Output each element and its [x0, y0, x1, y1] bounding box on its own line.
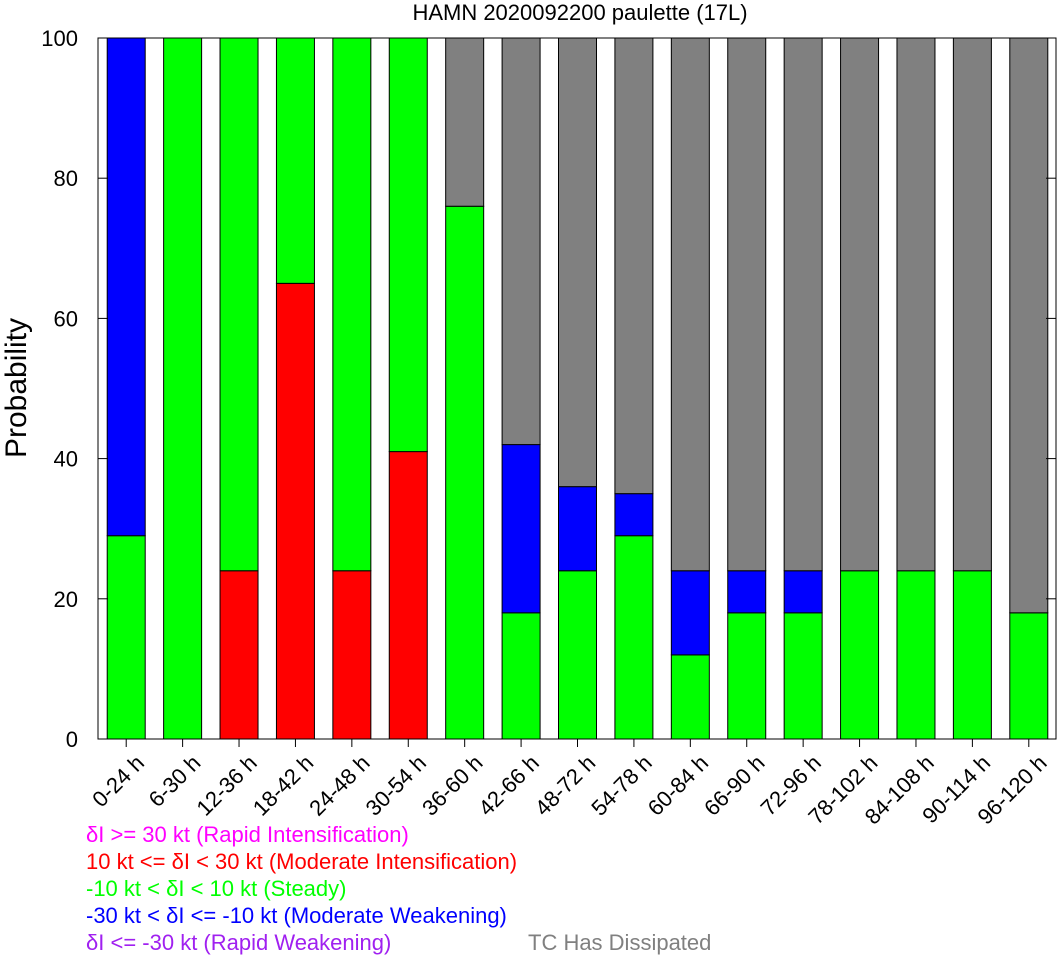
- bar-mw-0: [106, 37, 146, 537]
- bar-mi-3: [275, 282, 315, 740]
- y-tick-label-20: 20: [54, 587, 78, 612]
- bar-steady-3: [275, 37, 315, 284]
- bar-steady-10: [670, 654, 710, 740]
- x-tick-label-10: 60-84 h: [643, 750, 713, 820]
- bar-steady-12: [783, 612, 823, 740]
- x-tick-label-8: 48-72 h: [530, 750, 600, 820]
- bar-steady-11: [727, 612, 767, 740]
- bar-dissipated-12: [783, 37, 823, 572]
- legend-entry-3: -30 kt < δI <= -10 kt (Moderate Weakenin…: [86, 903, 507, 928]
- bar-steady-14: [896, 570, 936, 740]
- legend-entry-4: δI <= -30 kt (Rapid Weakening): [86, 930, 392, 955]
- bar-dissipated-9: [614, 37, 654, 495]
- x-tick-label-7: 42-66 h: [473, 750, 543, 820]
- bar-steady-5: [388, 37, 428, 453]
- bar-dissipated-16: [1009, 37, 1049, 614]
- bar-dissipated-10: [670, 37, 710, 572]
- x-tick-label-4: 24-48 h: [304, 750, 374, 820]
- x-tick-label-6: 36-60 h: [417, 750, 487, 820]
- y-tick-labels: 0 20 40 60 80 100: [41, 26, 78, 752]
- bar-dissipated-11: [727, 37, 767, 572]
- legend-entry-1: 10 kt <= δI < 30 kt (Moderate Intensific…: [86, 849, 518, 874]
- bar-dissipated-14: [896, 37, 936, 572]
- bar-steady-7: [501, 612, 541, 740]
- bars-group: [106, 37, 1049, 740]
- y-tick-label-80: 80: [54, 166, 78, 191]
- bar-steady-0: [106, 535, 146, 740]
- bar-steady-15: [952, 570, 992, 740]
- legend-dissipated: TC Has Dissipated: [528, 930, 712, 955]
- legend-entry-2: -10 kt < δI < 10 kt (Steady): [86, 876, 347, 901]
- bar-steady-6: [445, 205, 485, 740]
- bar-dissipated-15: [952, 37, 992, 572]
- bar-steady-16: [1009, 612, 1049, 740]
- bar-steady-4: [332, 37, 372, 572]
- x-tick-label-0: 0-24 h: [87, 750, 149, 812]
- x-tick-label-5: 30-54 h: [361, 750, 431, 820]
- bar-mw-10: [670, 570, 710, 656]
- bar-mw-9: [614, 493, 654, 537]
- bar-steady-1: [163, 37, 203, 740]
- chart-title: HAMN 2020092200 paulette (17L): [412, 0, 747, 25]
- bar-steady-2: [219, 37, 259, 572]
- bar-mi-2: [219, 570, 259, 740]
- bar-dissipated-7: [501, 37, 541, 446]
- x-tick-label-2: 12-36 h: [191, 750, 261, 820]
- bar-steady-13: [840, 570, 880, 740]
- bar-mw-8: [558, 486, 597, 572]
- bar-steady-9: [614, 535, 654, 740]
- y-tick-label-0: 0: [66, 727, 78, 752]
- x-tick-labels: 0-24 h6-30 h12-36 h18-42 h24-48 h30-54 h…: [87, 750, 1051, 829]
- bar-mi-4: [332, 570, 372, 740]
- bar-mw-7: [501, 444, 541, 614]
- bar-dissipated-13: [840, 37, 880, 572]
- x-tick-label-9: 54-78 h: [586, 750, 656, 820]
- axes-group: [97, 37, 1057, 747]
- y-axis-label: Probability: [0, 318, 33, 458]
- y-tick-label-100: 100: [41, 26, 78, 51]
- bar-mw-11: [727, 570, 767, 614]
- y-tick-label-60: 60: [54, 306, 78, 331]
- x-tick-label-3: 18-42 h: [248, 750, 318, 820]
- legend-entry-0: δI >= 30 kt (Rapid Intensification): [86, 822, 409, 847]
- bar-dissipated-6: [445, 37, 485, 207]
- bar-mi-5: [388, 451, 428, 740]
- x-tick-label-11: 66-90 h: [699, 750, 769, 820]
- y-tick-label-40: 40: [54, 447, 78, 472]
- bar-dissipated-8: [558, 37, 597, 488]
- bar-steady-8: [558, 570, 597, 740]
- bar-mw-12: [783, 570, 823, 614]
